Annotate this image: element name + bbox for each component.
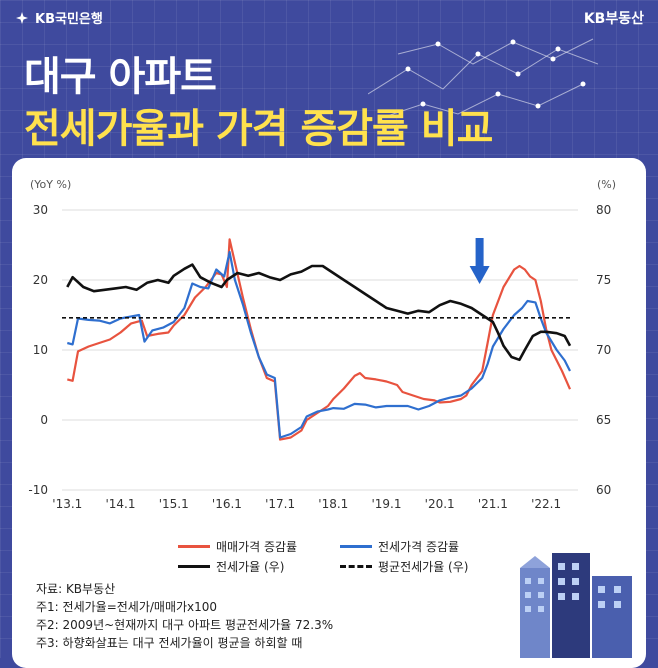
brand-left-text: KB국민은행 bbox=[35, 12, 103, 27]
series-lines bbox=[62, 238, 572, 441]
left-axis-label: (YoY %) bbox=[30, 178, 71, 191]
x-tick-label: '19.1 bbox=[371, 497, 401, 511]
brand-right-text: KB부동산 bbox=[583, 11, 644, 27]
page-title-line2: 전세가율과 가격 증감률 비교 bbox=[24, 106, 493, 152]
arrow-head bbox=[469, 266, 490, 284]
note-1: 주1: 전세가율=전세가/매매가x100 bbox=[36, 600, 218, 614]
legend-item-average: 평균전세가율 (우) bbox=[340, 558, 468, 575]
legend-swatch-jeonse bbox=[340, 545, 372, 548]
left-tick-label: 20 bbox=[33, 273, 48, 287]
grid-lines bbox=[62, 209, 578, 491]
right-tick-label: 70 bbox=[596, 343, 611, 357]
arrow-shaft bbox=[475, 238, 484, 268]
legend-label-average: 평균전세가율 (우) bbox=[378, 560, 469, 574]
buildings-illustration bbox=[520, 553, 632, 658]
x-tick-label: '13.1 bbox=[52, 497, 82, 511]
right-tick-label: 75 bbox=[596, 273, 611, 287]
x-tick-label: '21.1 bbox=[478, 497, 508, 511]
legend-label-ratio: 전세가율 (우) bbox=[216, 560, 285, 574]
legend-item-jeonse: 전세가격 증감률 bbox=[340, 538, 459, 555]
legend-swatch-ratio bbox=[178, 565, 210, 568]
series-line-sale bbox=[67, 238, 572, 441]
legend-item-ratio: 전세가율 (우) bbox=[178, 558, 284, 575]
left-tick-label: 10 bbox=[33, 343, 48, 357]
right-tick-label: 60 bbox=[596, 483, 611, 497]
line-chart: (YoY %) (%) 30 20 10 0 -10 80 75 70 65 60 '13.1 '14… bbox=[28, 178, 616, 511]
kb-star-icon bbox=[16, 11, 28, 24]
left-tick-label: 0 bbox=[40, 413, 48, 427]
kb-bank-logo: KB국민은행 bbox=[14, 8, 103, 27]
legend-item-sale: 매매가격 증감률 bbox=[178, 538, 297, 555]
x-tick-label: '18.1 bbox=[318, 497, 348, 511]
page-title-line1: 대구 아파트 bbox=[24, 54, 217, 100]
left-tick-label: -10 bbox=[28, 483, 48, 497]
note-2: 주2: 2009년~현재까지 대구 아파트 평균전세가율 72.3% bbox=[36, 618, 334, 632]
x-tick-label: '16.1 bbox=[212, 497, 242, 511]
x-tick-label: '15.1 bbox=[159, 497, 189, 511]
x-tick-label: '20.1 bbox=[425, 497, 455, 511]
decorative-network-icon bbox=[368, 38, 598, 120]
legend-label-jeonse: 전세가격 증감률 bbox=[378, 540, 460, 554]
x-tick-label: '17.1 bbox=[265, 497, 295, 511]
note-3: 주3: 하향화살표는 대구 전세가율이 평균을 하회할 때 bbox=[36, 636, 303, 650]
x-tick-label: '14.1 bbox=[105, 497, 135, 511]
x-tick-label: '22.1 bbox=[531, 497, 561, 511]
legend-label-sale: 매매가격 증감률 bbox=[216, 540, 298, 554]
right-tick-label: 80 bbox=[596, 203, 611, 217]
down-arrow-icon bbox=[469, 238, 490, 284]
right-tick-label: 65 bbox=[596, 413, 611, 427]
left-tick-label: 30 bbox=[33, 203, 48, 217]
note-source: 자료: KB부동산 bbox=[36, 582, 116, 596]
legend-swatch-average bbox=[340, 565, 372, 568]
right-axis-label: (%) bbox=[597, 178, 616, 191]
legend-swatch-sale bbox=[178, 545, 210, 548]
tick-labels: 30 20 10 0 -10 80 75 70 65 60 '13.1 '14.1 '15.1 '16.1… bbox=[28, 203, 611, 511]
chart-notes: 자료: KB부동산 주1: 전세가율=전세가/매매가x100 주2: 2009년… bbox=[36, 580, 333, 652]
series-line-ratio bbox=[66, 263, 572, 362]
series-line-jeonse bbox=[67, 250, 571, 439]
